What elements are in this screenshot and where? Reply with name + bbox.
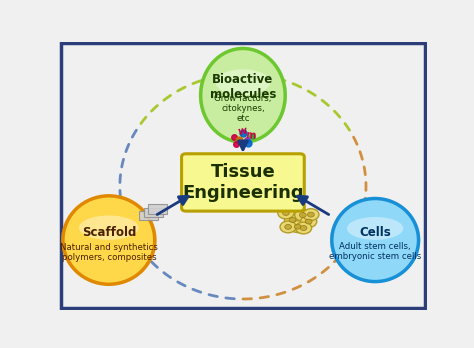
FancyBboxPatch shape	[182, 154, 304, 211]
Text: Cells: Cells	[359, 226, 391, 239]
Text: Grow factors,
citokynes,
etc: Grow factors, citokynes, etc	[214, 94, 272, 124]
Circle shape	[283, 211, 289, 215]
Circle shape	[294, 224, 301, 229]
Ellipse shape	[330, 197, 420, 283]
Text: w: w	[237, 126, 248, 137]
Circle shape	[290, 221, 306, 232]
Text: Bioactive
molecules: Bioactive molecules	[210, 73, 276, 101]
Circle shape	[308, 212, 314, 217]
Circle shape	[278, 207, 294, 219]
FancyBboxPatch shape	[148, 204, 167, 214]
Ellipse shape	[79, 215, 139, 240]
Text: Scaffold: Scaffold	[82, 226, 136, 239]
Circle shape	[300, 213, 306, 218]
FancyBboxPatch shape	[144, 208, 163, 217]
Circle shape	[295, 222, 311, 234]
Circle shape	[301, 216, 317, 228]
Ellipse shape	[199, 47, 287, 143]
Circle shape	[285, 224, 292, 229]
Circle shape	[289, 218, 296, 222]
Ellipse shape	[63, 196, 155, 284]
Circle shape	[305, 219, 312, 224]
Text: Tissue
Engineering: Tissue Engineering	[182, 163, 304, 202]
Circle shape	[300, 226, 307, 230]
Circle shape	[295, 209, 311, 221]
FancyBboxPatch shape	[139, 211, 158, 221]
Ellipse shape	[61, 195, 156, 285]
Circle shape	[303, 209, 319, 221]
Ellipse shape	[347, 217, 403, 240]
Circle shape	[280, 221, 296, 233]
Text: Adult stem cells,
embryonic stem cells: Adult stem cells, embryonic stem cells	[329, 242, 421, 261]
Ellipse shape	[332, 198, 419, 282]
Ellipse shape	[216, 69, 270, 95]
Text: m: m	[245, 130, 255, 141]
Circle shape	[284, 214, 301, 226]
Ellipse shape	[201, 48, 285, 142]
Text: Natural and synthetics
polymers, composites: Natural and synthetics polymers, composi…	[60, 243, 158, 262]
